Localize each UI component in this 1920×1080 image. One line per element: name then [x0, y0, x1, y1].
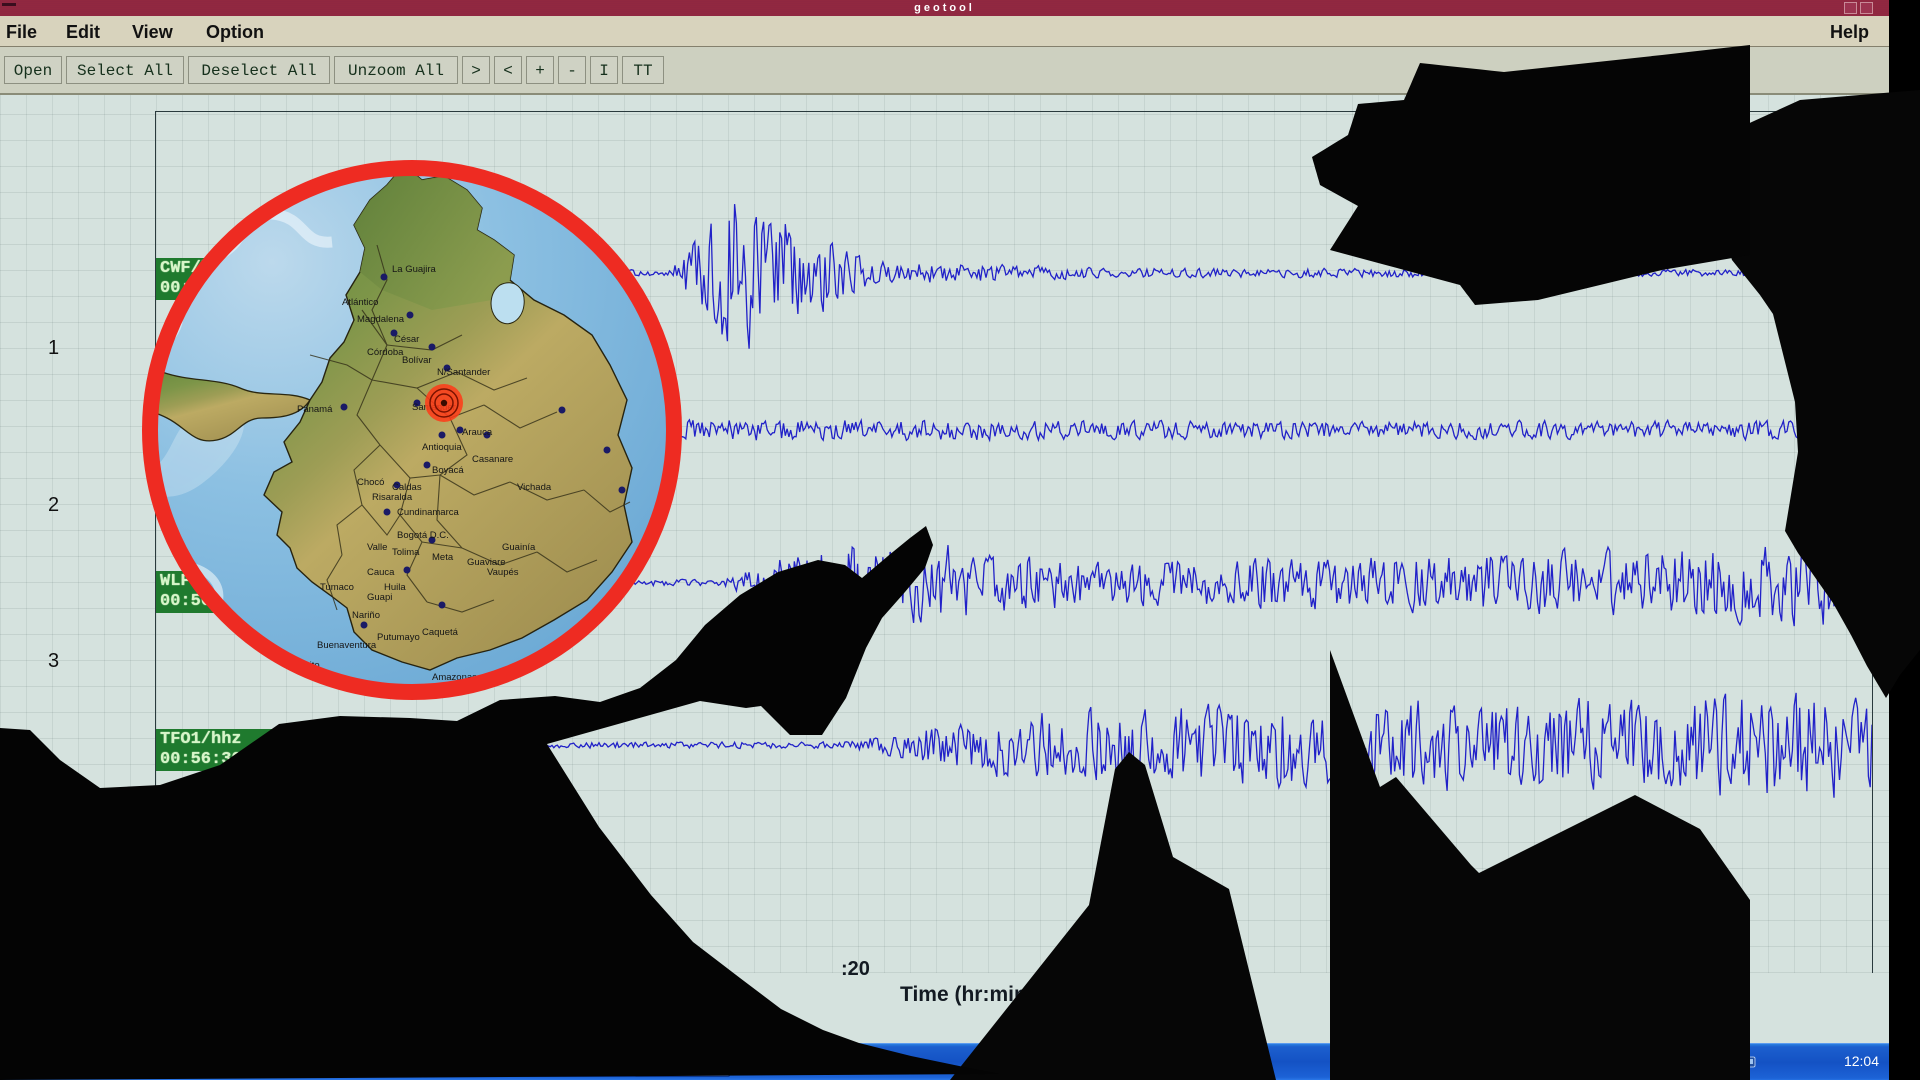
- svg-text:Buenaventura: Buenaventura: [317, 640, 377, 651]
- svg-text:César: César: [394, 334, 419, 345]
- svg-text:Vichada: Vichada: [517, 482, 552, 493]
- svg-text:N/Santander: N/Santander: [437, 367, 490, 378]
- svg-text:Bolívar: Bolívar: [402, 355, 432, 366]
- svg-text:Caquetá: Caquetá: [422, 627, 459, 638]
- svg-text:Panamá: Panamá: [297, 404, 333, 415]
- svg-text:Magdalena: Magdalena: [357, 314, 405, 325]
- svg-text:La Guajira: La Guajira: [392, 264, 437, 275]
- svg-text:Vaupés: Vaupés: [487, 567, 519, 578]
- svg-text:Risaralda: Risaralda: [372, 492, 413, 503]
- svg-text:Antioquia: Antioquia: [422, 442, 462, 453]
- svg-text:Caldas: Caldas: [392, 482, 422, 493]
- svg-text:Córdoba: Córdoba: [367, 347, 404, 358]
- svg-text:Valle: Valle: [367, 542, 387, 553]
- svg-text:Putumayo: Putumayo: [377, 632, 420, 643]
- svg-text:Bogotá D.C.: Bogotá D.C.: [397, 530, 449, 541]
- svg-text:Casanare: Casanare: [472, 454, 513, 465]
- svg-text:Cauca: Cauca: [367, 567, 395, 578]
- svg-text:Nariño: Nariño: [352, 610, 380, 621]
- svg-text:Guainía: Guainía: [502, 542, 536, 553]
- svg-text:Meta: Meta: [432, 552, 454, 563]
- svg-text:Boyacá: Boyacá: [432, 465, 464, 476]
- svg-text:Cundinamarca: Cundinamarca: [397, 507, 459, 518]
- svg-text:Arauca: Arauca: [462, 427, 493, 438]
- svg-text:Tolima: Tolima: [392, 547, 420, 558]
- svg-text:Tumaco: Tumaco: [320, 582, 354, 593]
- svg-text:Chocó: Chocó: [357, 477, 384, 488]
- svg-text:Guapi: Guapi: [367, 592, 392, 603]
- svg-text:Atlántico: Atlántico: [342, 297, 378, 308]
